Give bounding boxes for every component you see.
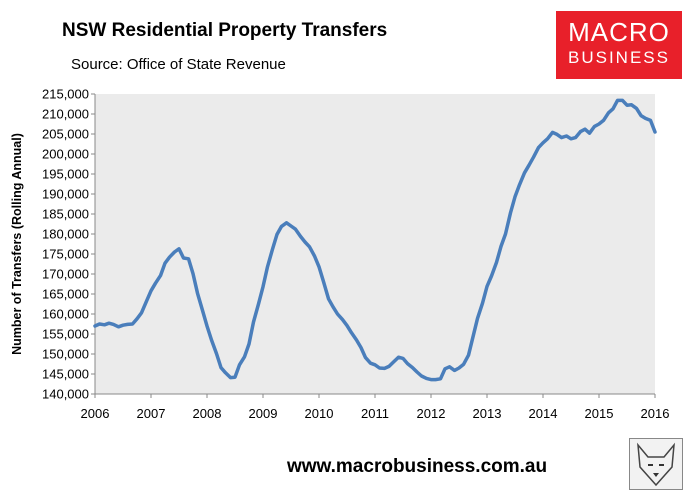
y-tick-label: 195,000 bbox=[42, 167, 89, 182]
y-tick-label: 170,000 bbox=[42, 267, 89, 282]
y-axis: 140,000 145,000 150,000 155,000 160,000 165,0… bbox=[42, 87, 96, 402]
logo-line-2: BUSINESS bbox=[568, 48, 670, 67]
x-tick-label: 2007 bbox=[137, 406, 166, 421]
y-tick-label: 180,000 bbox=[42, 227, 89, 242]
logo-line-1: MACRO bbox=[568, 17, 670, 47]
series-group bbox=[93, 98, 657, 382]
x-tick-label: 2015 bbox=[585, 406, 614, 421]
wolf-mascot-icon bbox=[629, 438, 683, 490]
y-tick-label: 210,000 bbox=[42, 107, 89, 122]
website-url[interactable]: www.macrobusiness.com.au bbox=[287, 456, 548, 477]
macrobusiness-logo: MACRO BUSINESS bbox=[556, 11, 682, 79]
y-axis-label: Number of Transfers (Rolling Annual) bbox=[10, 133, 24, 355]
y-tick-label: 165,000 bbox=[42, 287, 89, 302]
x-tick-label: 2012 bbox=[417, 406, 446, 421]
series-line bbox=[93, 98, 657, 382]
x-tick-label: 2011 bbox=[361, 406, 389, 421]
y-tick-label: 200,000 bbox=[42, 147, 89, 162]
plot-area bbox=[95, 94, 655, 394]
x-axis: 2006 2007 2008 2009 2010 2011 2012 2013 2014 2015… bbox=[81, 393, 670, 421]
y-tick-label: 175,000 bbox=[42, 247, 89, 262]
y-tick-label: 145,000 bbox=[42, 367, 89, 382]
y-tick-label: 155,000 bbox=[42, 327, 89, 342]
y-tick-label: 140,000 bbox=[42, 387, 89, 402]
x-tick-label: 2006 bbox=[81, 406, 110, 421]
x-tick-label: 2014 bbox=[529, 406, 558, 421]
x-tick-label: 2008 bbox=[193, 406, 222, 421]
x-tick-label: 2016 bbox=[641, 406, 670, 421]
chart-title: NSW Residential Property Transfers bbox=[62, 20, 388, 41]
x-tick-label: 2013 bbox=[473, 406, 502, 421]
y-tick-label: 160,000 bbox=[42, 307, 89, 322]
y-tick-label: 205,000 bbox=[42, 127, 89, 142]
x-tick-label: 2010 bbox=[305, 406, 334, 421]
chart-source: Source: Office of State Revenue bbox=[71, 56, 286, 73]
y-tick-label: 150,000 bbox=[42, 347, 89, 362]
y-tick-label: 185,000 bbox=[42, 207, 89, 222]
y-tick-label: 190,000 bbox=[42, 187, 89, 202]
y-tick-label: 215,000 bbox=[42, 87, 89, 102]
x-tick-label: 2009 bbox=[249, 406, 278, 421]
